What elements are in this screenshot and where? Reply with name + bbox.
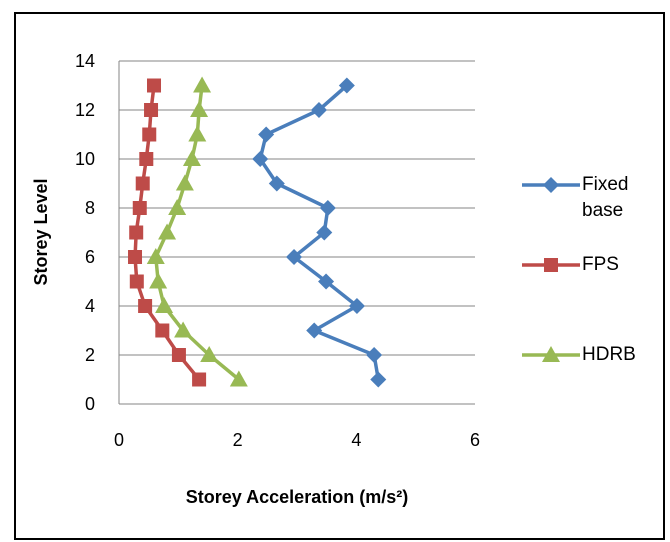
marker bbox=[128, 250, 143, 264]
marker bbox=[155, 297, 174, 313]
marker bbox=[142, 127, 157, 142]
marker bbox=[168, 199, 187, 215]
legend-label: FPS bbox=[582, 254, 619, 275]
marker bbox=[190, 101, 209, 117]
marker bbox=[171, 348, 186, 362]
marker bbox=[229, 370, 248, 387]
marker bbox=[132, 201, 147, 215]
marker bbox=[175, 174, 194, 191]
y-tick-label: 8 bbox=[85, 198, 95, 218]
legend-label: HDRB bbox=[582, 344, 636, 365]
marker bbox=[370, 371, 387, 388]
marker bbox=[252, 151, 269, 167]
marker bbox=[158, 223, 177, 240]
marker bbox=[129, 274, 144, 289]
marker bbox=[348, 298, 365, 314]
y-tick-label: 12 bbox=[75, 100, 95, 120]
marker bbox=[338, 77, 355, 94]
marker bbox=[146, 248, 165, 264]
marker bbox=[144, 103, 159, 117]
marker bbox=[268, 175, 285, 192]
y-tick-label: 4 bbox=[85, 296, 95, 316]
x-tick-label: 0 bbox=[114, 430, 124, 450]
marker bbox=[258, 126, 275, 143]
y-tick-label: 10 bbox=[75, 149, 95, 169]
marker bbox=[200, 346, 219, 362]
marker bbox=[318, 273, 335, 290]
marker bbox=[147, 78, 162, 93]
marker bbox=[316, 224, 333, 241]
marker bbox=[319, 200, 336, 216]
marker bbox=[286, 249, 303, 265]
chart-border bbox=[14, 12, 665, 540]
marker bbox=[543, 177, 559, 193]
marker bbox=[182, 150, 201, 166]
marker bbox=[542, 346, 560, 362]
x-axis-label: Storey Acceleration (m/s²) bbox=[186, 487, 408, 507]
x-tick-label: 2 bbox=[233, 430, 243, 450]
marker bbox=[310, 102, 327, 118]
y-tick-label: 0 bbox=[85, 394, 95, 414]
marker bbox=[139, 152, 154, 166]
marker bbox=[306, 322, 323, 339]
y-axis-label: Storey Level bbox=[31, 178, 51, 285]
marker bbox=[129, 225, 144, 240]
marker bbox=[149, 272, 168, 289]
y-tick-label: 14 bbox=[75, 51, 95, 71]
y-tick-label: 6 bbox=[85, 247, 95, 267]
marker bbox=[138, 299, 153, 313]
marker bbox=[192, 372, 207, 387]
legend-label: Fixed base bbox=[582, 174, 629, 221]
marker bbox=[174, 321, 193, 338]
marker bbox=[193, 76, 212, 93]
marker bbox=[366, 347, 383, 363]
marker bbox=[188, 125, 207, 142]
marker bbox=[155, 323, 170, 338]
marker bbox=[544, 258, 558, 272]
y-tick-label: 2 bbox=[85, 345, 95, 365]
x-tick-label: 4 bbox=[351, 430, 361, 450]
marker bbox=[135, 176, 150, 191]
x-tick-label: 6 bbox=[470, 430, 480, 450]
